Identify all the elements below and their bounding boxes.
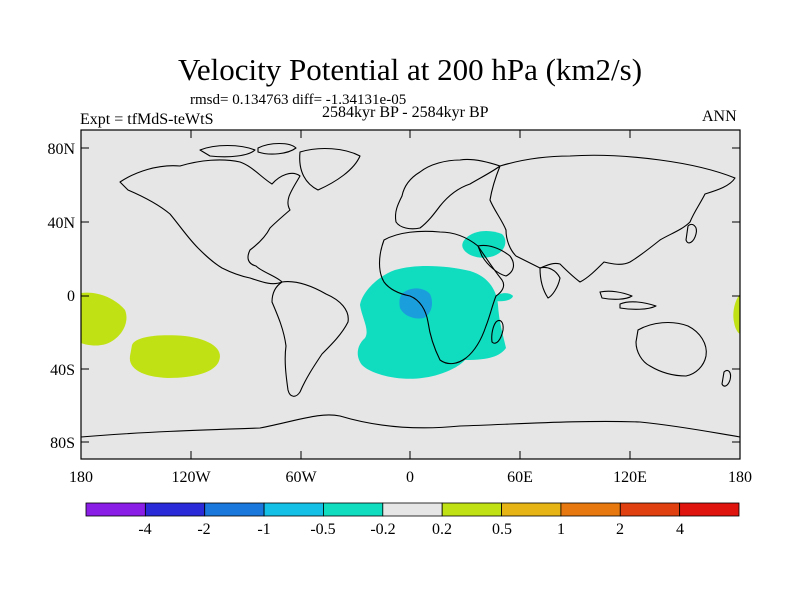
colorbar-label: 1 [557, 521, 565, 538]
lon-label: 180 [69, 469, 93, 486]
axis-ticks [80, 130, 741, 459]
indian-ocean-negative-blob [494, 293, 513, 302]
lat-label: 80S [50, 435, 75, 452]
colorbar-swatch [501, 502, 562, 517]
north-america-coast [119, 159, 301, 285]
africa-coast [378, 230, 505, 365]
lon-label: 60W [285, 469, 317, 486]
greenland-coast [299, 147, 361, 191]
colorbar-swatch [263, 502, 324, 517]
lon-label: 120W [171, 469, 211, 486]
colorbar-label: 4 [676, 521, 684, 538]
colorbar-label: -2 [197, 521, 210, 538]
south-pacific-positive-region [129, 335, 221, 378]
map-title: Velocity Potential at 200 hPa (km2/s) [177, 52, 643, 87]
atlantic-africa-negative-region [357, 265, 506, 379]
lat-label: 40N [47, 215, 75, 232]
madagascar-coast [491, 319, 504, 344]
south-america-coast [271, 281, 349, 397]
lat-labels: 80N 40N 0 40S 80S [47, 141, 75, 452]
colorbar-swatch [85, 502, 146, 517]
colorbar-swatch [441, 502, 502, 517]
new-zealand-coast [721, 369, 732, 387]
lon-labels: 180 120W 60W 0 60E 120E 180 [69, 469, 752, 486]
lon-label: 60E [507, 469, 533, 486]
lat-label: 80N [47, 141, 75, 158]
lat-label: 0 [67, 288, 75, 305]
lon-label: 120E [613, 469, 647, 486]
colorbar-labels: -4 -2 -1 -0.5 -0.2 0.2 0.5 1 2 4 [138, 521, 684, 538]
west-pacific-positive-region-left [81, 292, 127, 346]
season-label: ANN [702, 108, 737, 125]
coastlines [80, 142, 741, 438]
west-pacific-positive-region-right [733, 294, 740, 334]
colorbar-swatch [619, 502, 681, 517]
canadian-arctic-islands [199, 142, 297, 158]
india-coast [539, 266, 561, 299]
colorbar-label: -0.5 [310, 521, 335, 538]
colorbar-label: 2 [616, 521, 624, 538]
colorbar-swatch [323, 502, 384, 517]
southeast-asia-islands [599, 290, 657, 310]
colorbar-label: 0.5 [492, 521, 512, 538]
experiment-label: Expt = tfMdS-teWtS [80, 111, 214, 128]
colorbar-label: -4 [138, 521, 151, 538]
asia-coast [489, 154, 736, 283]
lat-label: 40S [50, 362, 75, 379]
colorbar-label: -0.2 [370, 521, 395, 538]
japan-coast [685, 223, 697, 244]
colorbar-swatch [144, 502, 206, 517]
australia-coast [635, 321, 707, 377]
colorbar-label: 0.2 [432, 521, 452, 538]
anomaly-regions [81, 230, 740, 379]
colorbar-swatch [382, 502, 443, 517]
lon-label: 180 [728, 469, 752, 486]
middle-east-negative-region [462, 230, 506, 258]
colorbar-label: -1 [257, 521, 270, 538]
colorbar-swatch [560, 502, 621, 517]
period-label: 2584kyr BP - 2584kyr BP [322, 104, 489, 121]
colorbar-swatch [679, 502, 740, 517]
lon-label: 0 [406, 469, 414, 486]
colorbar-swatch [204, 502, 265, 517]
colorbar [85, 502, 740, 517]
stats-line: rmsd= 0.134763 diff= -1.34131e-05 [190, 92, 407, 108]
antarctica-coast [80, 414, 741, 438]
arabia-coast [477, 244, 515, 277]
